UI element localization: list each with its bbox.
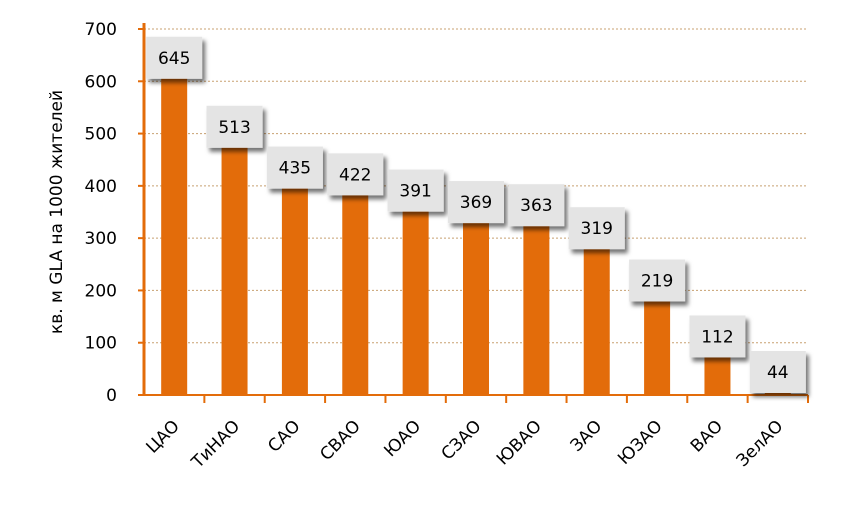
x-tick-label: СЗАО [438, 416, 486, 464]
y-tick-label: 0 [106, 386, 117, 406]
data-label-box [387, 169, 444, 212]
data-label: 219 [629, 259, 686, 302]
data-label-value: 391 [399, 182, 431, 202]
data-label-box [749, 350, 806, 393]
data-label: 391 [387, 169, 444, 212]
y-tick-labels: 0 100 200 300 400 500 600 700 [85, 20, 117, 406]
y-tick-label: 100 [85, 334, 117, 354]
y-tick-label: 400 [85, 177, 117, 197]
data-label-value: 363 [520, 196, 552, 216]
data-label-box [448, 181, 504, 224]
y-axis-label: кв. м GLA на 1000 жителей [47, 90, 67, 334]
data-label-value: 513 [218, 118, 250, 138]
data-label-value: 369 [460, 193, 492, 213]
data-label-box [508, 184, 565, 227]
data-label-box [146, 36, 203, 79]
x-tick-label: ЮВАО [493, 416, 546, 469]
x-tick-label: ВАО [687, 416, 727, 456]
y-tick-label: 500 [85, 125, 117, 145]
data-label-box [689, 315, 746, 358]
bar [402, 190, 429, 395]
data-label-box [266, 146, 323, 189]
data-label-box [327, 153, 384, 196]
data-label-value: 112 [701, 327, 733, 347]
data-label-value: 319 [581, 219, 613, 239]
data-label-box [206, 105, 263, 148]
bars [161, 57, 791, 395]
bar [523, 205, 550, 395]
bar [463, 202, 489, 395]
y-tick-label: 600 [85, 72, 117, 92]
data-label: 363 [508, 184, 565, 227]
data-label: 422 [327, 153, 384, 196]
y-tick-label: 200 [85, 281, 117, 301]
x-tick-label: ЗелАО [733, 416, 788, 471]
y-tick-label: 700 [85, 20, 117, 40]
bar [221, 126, 248, 395]
data-label-value: 422 [339, 165, 371, 185]
data-label-box [629, 259, 686, 302]
data-label: 44 [749, 350, 806, 393]
axes [138, 23, 809, 403]
bar [161, 57, 188, 395]
bar [583, 228, 610, 395]
data-label: 112 [689, 315, 746, 358]
x-tick-label: САО [264, 416, 304, 456]
x-tick-label: ЮАО [380, 416, 425, 461]
data-label-value: 219 [641, 271, 673, 291]
data-labels: 645 513 435 422 391 369 363 319 219 112 44 [146, 36, 806, 393]
x-tick-label: ЗАО [567, 416, 607, 456]
data-label-box [568, 207, 625, 250]
data-label: 435 [266, 146, 323, 189]
data-label-value: 435 [279, 159, 311, 179]
y-tick-label: 300 [85, 229, 117, 249]
data-label-value: 645 [158, 49, 190, 69]
data-label: 319 [568, 207, 625, 250]
data-label-value: 44 [767, 363, 789, 383]
x-tick-label: СВАО [316, 416, 364, 464]
x-tick-label: ТиНАО [187, 416, 244, 473]
bar [342, 174, 369, 395]
data-label: 645 [146, 36, 203, 79]
x-tick-label: ЦАО [143, 416, 184, 457]
bar [281, 167, 308, 395]
x-tick-label: ЮЗАО [614, 416, 667, 469]
data-label: 369 [448, 181, 504, 224]
data-label: 513 [206, 105, 263, 148]
category-labels: ЦАО ТиНАО САО СВАО ЮАО СЗАО ЮВАО ЗАО ЮЗАО ВАО ЗелА… [143, 416, 788, 473]
